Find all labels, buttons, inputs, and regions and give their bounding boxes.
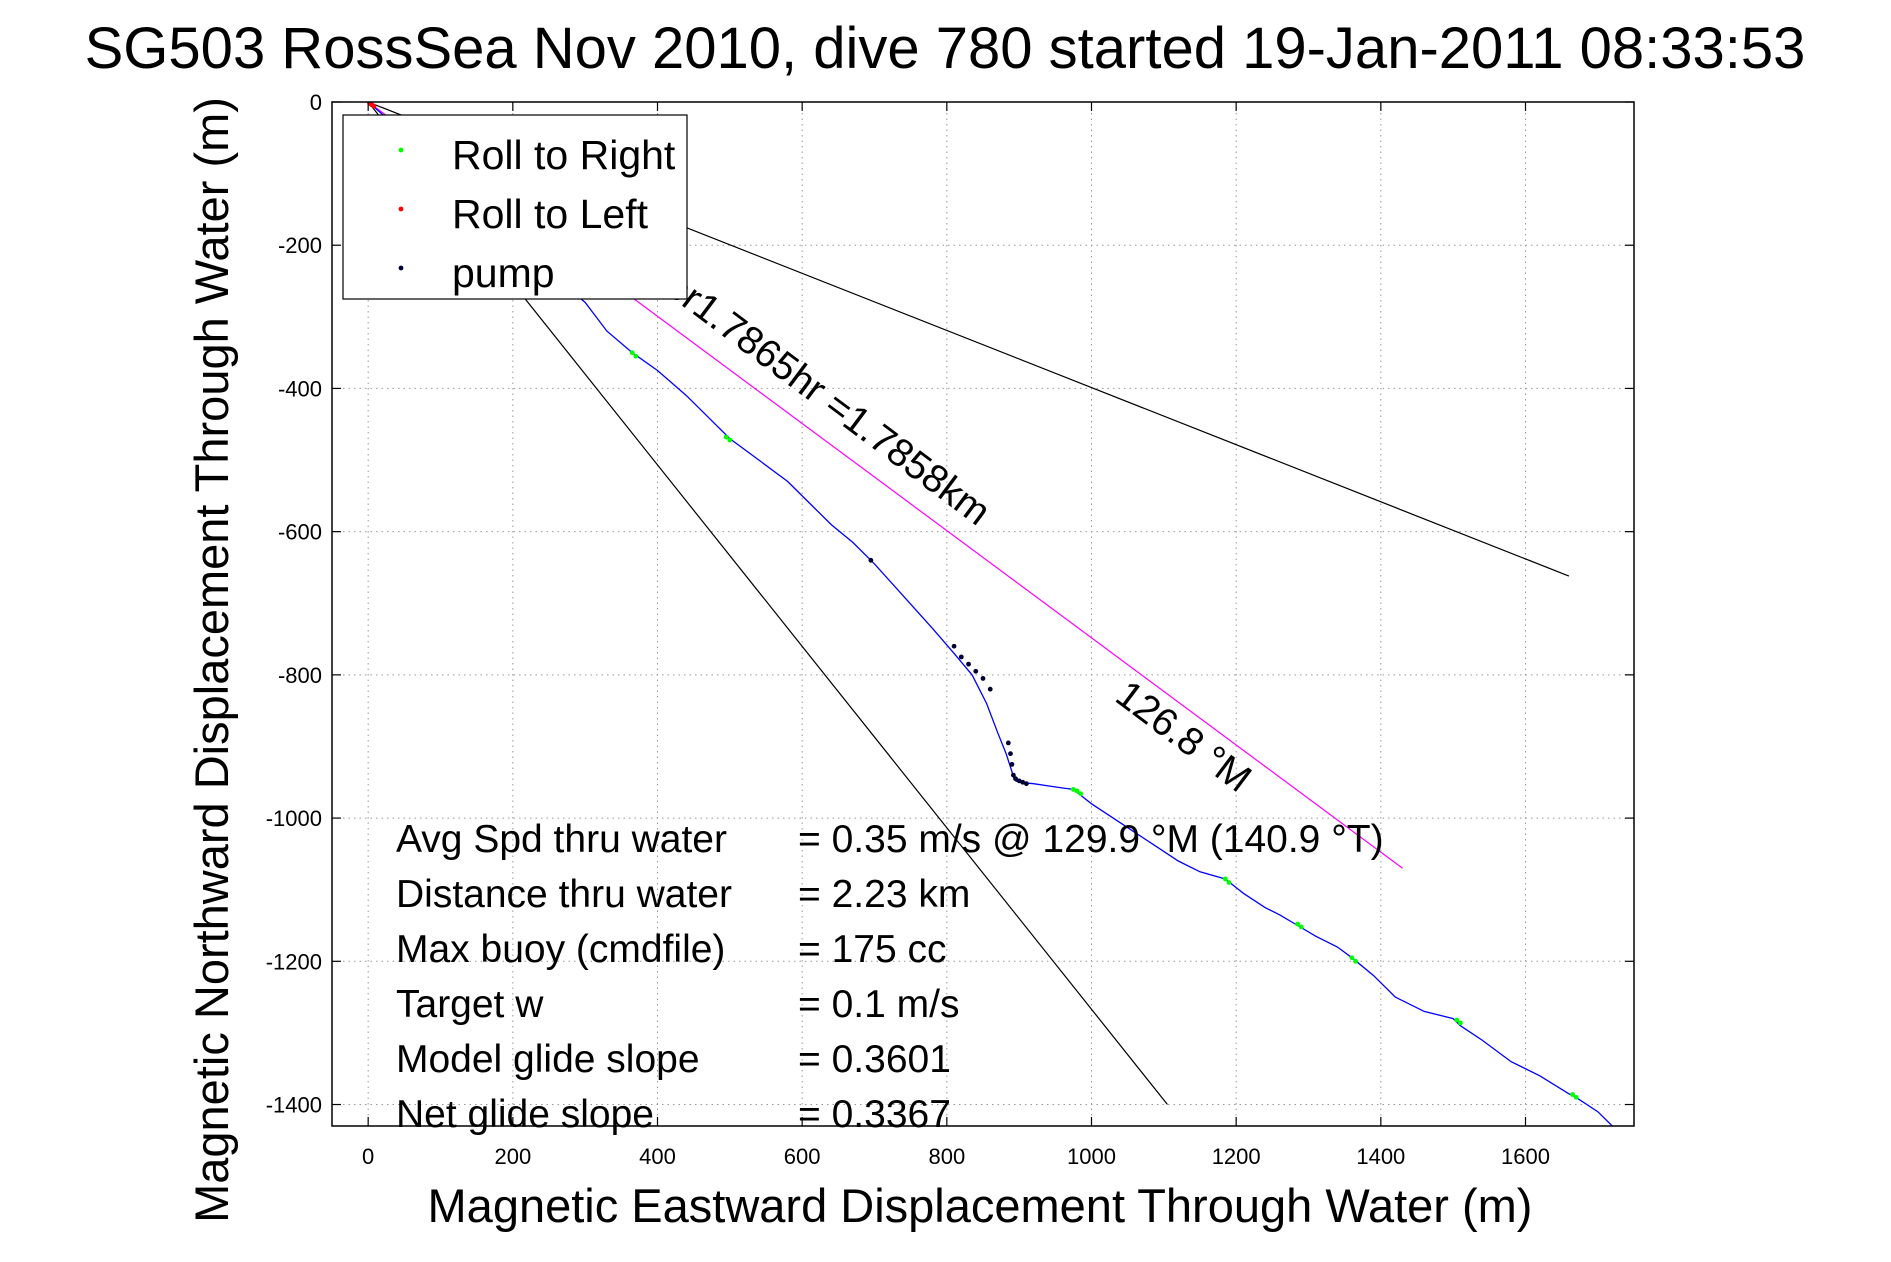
legend-entry-1: Roll to Left — [452, 191, 649, 237]
info-value: = 175 cc — [798, 928, 947, 971]
data-point-1-12 — [1353, 958, 1358, 964]
data-point-3-14 — [1024, 781, 1029, 787]
y-tick-label: -800 — [278, 663, 322, 688]
y-tick-label: -1400 — [266, 1093, 322, 1118]
info-label: Avg Spd thru water — [396, 818, 727, 861]
legend-marker-0 — [398, 147, 404, 153]
info-value: = 0.3367 — [798, 1093, 951, 1136]
data-point-1-13 — [1454, 1017, 1460, 1023]
series-points — [367, 102, 1579, 1100]
data-point-1-7 — [1222, 876, 1228, 882]
data-point-3-8 — [1008, 751, 1013, 757]
x-tick-label: 600 — [784, 1144, 821, 1169]
info-value: = 0.1 m/s — [798, 983, 959, 1026]
plot-frame — [331, 101, 1635, 1127]
info-value: = 0.35 m/s @ 129.9 °M (140.9 °T) — [798, 818, 1384, 861]
data-point-3-10 — [1010, 772, 1016, 778]
info-label: Target w — [396, 983, 544, 1026]
legend-marker-2 — [398, 265, 404, 271]
data-point-3-5 — [980, 676, 986, 681]
data-point-1-4 — [1071, 787, 1076, 792]
x-tick-label: 1400 — [1356, 1144, 1405, 1169]
data-point-3-4 — [973, 668, 979, 674]
info-label: Max buoy (cmdfile) — [396, 928, 725, 971]
data-point-3-1 — [951, 643, 957, 649]
y-tick-label: -1000 — [266, 806, 322, 831]
info-value: = 2.23 km — [798, 873, 970, 916]
legend-entry-2: pump — [452, 250, 555, 296]
data-point-3-13 — [1020, 779, 1026, 785]
data-point-1-0 — [629, 350, 635, 356]
x-axis-label: Magnetic Eastward Displacement Through W… — [428, 1179, 1533, 1232]
y-axis-label: Magnetic Northward Displacement Through … — [185, 97, 238, 1223]
x-tick-label: 200 — [494, 1144, 531, 1169]
data-point-3-3 — [966, 661, 971, 667]
data-point-1-10 — [1298, 924, 1304, 930]
y-tick-label: -200 — [278, 233, 322, 258]
data-point-1-8 — [1226, 880, 1232, 885]
data-point-1-3 — [727, 437, 733, 443]
x-tick-label: 800 — [928, 1144, 965, 1169]
info-value: = 0.3601 — [798, 1038, 951, 1081]
info-text: Avg Spd thru water = 0.35 m/s @ 129.9 °M … — [396, 818, 1384, 1136]
x-tick-label: 0 — [362, 1144, 374, 1169]
y-tick-label: -400 — [278, 376, 322, 401]
info-label: Net glide slope — [396, 1093, 654, 1136]
data-point-1-15 — [1570, 1092, 1575, 1097]
grid-lines — [332, 101, 1634, 1126]
data-point-3-0 — [868, 557, 874, 563]
data-point-2-2 — [371, 103, 377, 109]
x-tick-label: 1000 — [1067, 1144, 1116, 1169]
axis-ticks: 0 200 400 600 800 1000 1200 1400 1600 0 -200 -400 -6… — [266, 90, 1634, 1169]
y-tick-label: -1200 — [266, 949, 322, 974]
data-point-1-14 — [1458, 1020, 1463, 1026]
legend-entry-0: Roll to Right — [452, 132, 676, 178]
data-point-3-6 — [987, 686, 993, 692]
data-point-3-12 — [1016, 778, 1022, 784]
legend-marker-1 — [398, 206, 404, 212]
legend: Roll to Right Roll to Left pump — [342, 114, 688, 300]
data-point-3-9 — [1009, 761, 1015, 767]
y-tick-label: 0 — [310, 90, 322, 115]
info-label: Model glide slope — [396, 1038, 700, 1081]
x-tick-label: 1600 — [1501, 1144, 1550, 1169]
data-point-1-2 — [723, 434, 729, 440]
data-point-1-6 — [1078, 791, 1084, 797]
data-point-1-11 — [1349, 955, 1355, 961]
chart-title: SG503 RossSea Nov 2010, dive 780 started… — [85, 16, 1806, 81]
series-lines — [367, 102, 1613, 1126]
data-point-3-11 — [1013, 776, 1018, 782]
data-point-1-5 — [1074, 788, 1080, 794]
data-point-1-9 — [1295, 921, 1301, 927]
data-point-1-1 — [633, 353, 639, 359]
x-tick-label: 400 — [639, 1144, 676, 1169]
y-tick-label: -600 — [278, 520, 322, 545]
data-point-3-7 — [1005, 740, 1011, 746]
info-label: Distance thru water — [396, 873, 732, 916]
series-line-track — [367, 102, 1613, 1126]
data-point-3-2 — [958, 654, 964, 660]
x-tick-label: 1200 — [1212, 1144, 1261, 1169]
data-point-1-16 — [1573, 1094, 1579, 1100]
